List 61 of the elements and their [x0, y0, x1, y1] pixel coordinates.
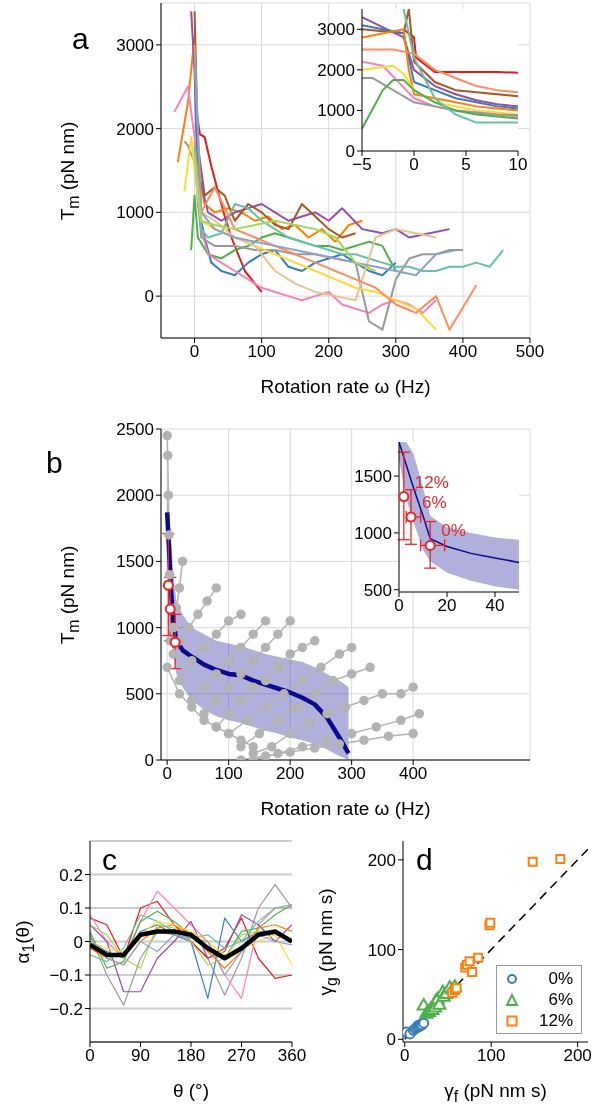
y-tick-label: 200 — [367, 850, 396, 870]
y-tick-label: 1000 — [317, 101, 355, 121]
y-tick-label: 500 — [363, 580, 392, 600]
x-axis-title: Rotation rate ω (Hz) — [259, 376, 432, 398]
x-axis-title: γ$_{f}$ (pN nm s) — [443, 1080, 548, 1106]
x-tick-label: 200 — [563, 1046, 592, 1066]
y-tick-label: 1500 — [354, 467, 392, 487]
y-tick-label: 2000 — [116, 486, 154, 506]
x-axis-title: θ (°) — [171, 1080, 211, 1102]
text: b — [46, 446, 63, 480]
y-tick-label: 500 — [125, 684, 154, 704]
y-tick-label: 0 — [386, 1030, 396, 1050]
x-tick-label: 0 — [399, 1046, 410, 1066]
y-tick-label: 2000 — [317, 60, 355, 80]
x-tick-label: 100 — [247, 342, 276, 362]
x-tick-label: 180 — [176, 1046, 206, 1066]
annotation: 12% — [414, 472, 449, 492]
y-tick-label: 0 — [345, 142, 355, 162]
x-tick-label: 0 — [162, 764, 172, 784]
x-tick-label: 10 — [508, 155, 528, 175]
x-axis-title: Rotation rate ω (Hz) — [259, 798, 432, 820]
x-tick-label: 400 — [448, 342, 478, 362]
y-tick-label: 3000 — [116, 35, 154, 55]
legend-label: 6% — [547, 989, 573, 1010]
x-tick-label: 40 — [485, 596, 505, 616]
chart-title: d — [416, 843, 433, 877]
y-tick-label: 1000 — [116, 203, 154, 223]
x-tick-label: 360 — [277, 1046, 307, 1066]
y-tick-label: 2000 — [116, 119, 154, 139]
y-tick-label: 3000 — [317, 20, 355, 40]
legend-label: 0% — [547, 968, 573, 989]
x-tick-label: 300 — [337, 764, 366, 784]
y-tick-label: −0.1 — [49, 966, 83, 986]
y-tick-label: 2500 — [116, 420, 154, 440]
text: a — [72, 22, 89, 56]
legend-label: 12% — [537, 1010, 573, 1031]
y-tick-label: 0 — [73, 932, 83, 952]
y-tick-label: 0.1 — [59, 899, 83, 919]
x-tick-label: 0 — [189, 342, 200, 362]
annotation: 6% — [422, 493, 447, 512]
x-tick-label: 5 — [461, 155, 471, 175]
x-tick-label: 300 — [381, 342, 411, 362]
y-tick-label: −0.2 — [49, 999, 83, 1019]
y-tick-label: 0.2 — [59, 865, 83, 885]
y-tick-label: 1000 — [116, 618, 154, 638]
x-tick-label: 0 — [409, 155, 419, 175]
x-tick-label: 500 — [515, 342, 545, 362]
x-tick-label: 100 — [476, 1046, 506, 1066]
annotation: 0% — [441, 521, 466, 541]
x-tick-label: 270 — [227, 1046, 256, 1066]
x-tick-label: 20 — [437, 596, 457, 616]
x-tick-label: 100 — [214, 764, 243, 784]
x-tick-label: 90 — [131, 1046, 150, 1066]
x-tick-label: 400 — [398, 764, 428, 784]
y-tick-label: 1000 — [354, 523, 392, 543]
y-tick-label: 1500 — [116, 552, 154, 572]
y-tick-label: 100 — [367, 940, 396, 960]
y-tick-label: 0 — [144, 287, 154, 307]
x-tick-label: 200 — [275, 764, 305, 784]
chart-title: c — [102, 843, 117, 877]
y-tick-label: 0 — [144, 751, 154, 771]
